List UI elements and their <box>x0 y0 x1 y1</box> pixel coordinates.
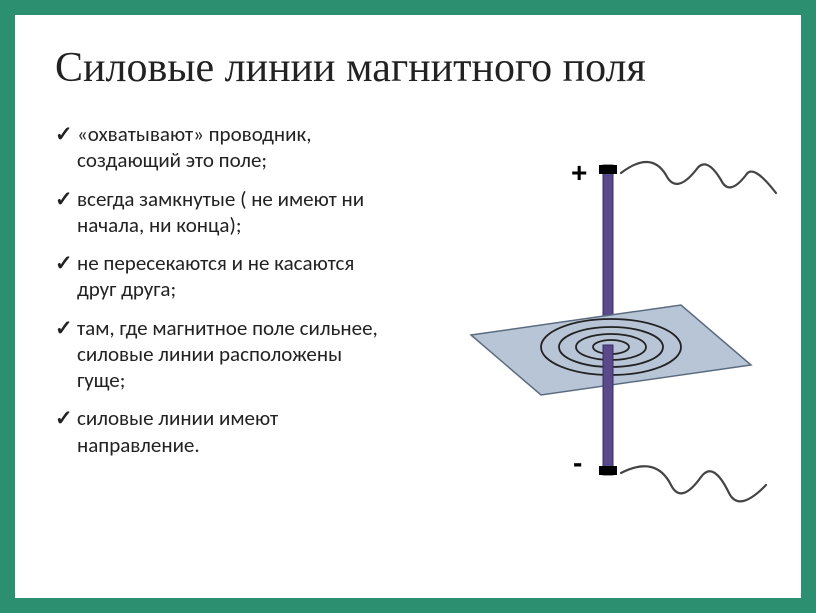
minus-label: - <box>573 447 582 479</box>
bullet-item: всегда замкнутые ( не имеют ни начала, н… <box>55 186 385 239</box>
slide-title: Силовые линии магнитного поля <box>55 45 761 91</box>
bullet-item: не пересекаются и не касаются друг друга… <box>55 250 385 303</box>
bullet-item: там, где магнитное поле сильнее, силовые… <box>55 315 385 394</box>
magnetic-field-diagram: + - <box>421 155 781 515</box>
plus-label: + <box>571 157 587 189</box>
bullet-item: силовые линии имеют направление. <box>55 405 385 458</box>
bullet-item: «охватывают» проводник, создающий это по… <box>55 121 385 174</box>
field-svg <box>421 155 781 515</box>
bullet-list: «охватывают» проводник, создающий это по… <box>55 121 385 470</box>
slide-frame: Силовые линии магнитного поля «охватываю… <box>12 12 804 601</box>
